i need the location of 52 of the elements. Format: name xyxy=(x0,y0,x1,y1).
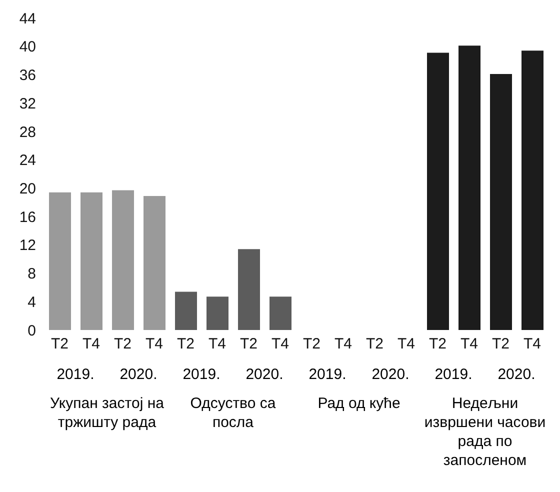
text: 2020. xyxy=(118,366,158,383)
y-tick-label: 4 xyxy=(28,294,36,311)
bar xyxy=(427,52,449,330)
x-tick-label: T2 xyxy=(302,336,321,353)
x-tick-label: T2 xyxy=(240,336,258,353)
x-tick-label: T4 xyxy=(460,336,478,353)
x-tick-label: T4 xyxy=(334,336,352,353)
text: Рад од куће xyxy=(316,394,402,413)
text: 2019. xyxy=(56,366,96,383)
x-tick-label: T4 xyxy=(523,336,542,353)
x-tick-label: T2 xyxy=(50,336,69,353)
y-tick-label: 0 xyxy=(28,322,36,340)
text: 2019. xyxy=(182,366,222,383)
bar xyxy=(175,292,197,330)
bar xyxy=(270,296,292,330)
text: 2019. xyxy=(308,366,348,383)
bar xyxy=(490,74,512,330)
bar xyxy=(80,192,102,330)
y-tick-label: 36 xyxy=(19,67,36,84)
bar xyxy=(522,50,544,330)
x-tick-label: T4 xyxy=(271,336,290,353)
x-tick-label: T2 xyxy=(114,336,132,353)
y-tick-label: 16 xyxy=(19,208,36,226)
y-tick-label: 28 xyxy=(19,124,36,141)
text: 2020. xyxy=(496,366,536,383)
y-tick-label: 12 xyxy=(19,237,36,254)
text: 2020. xyxy=(370,366,410,383)
text: Одсуство са посла xyxy=(189,394,277,432)
bar xyxy=(144,196,166,330)
x-tick-label: T2 xyxy=(366,336,384,353)
x-tick-label: T4 xyxy=(208,336,226,353)
bar xyxy=(458,46,480,330)
bar xyxy=(49,192,71,330)
x-tick-label: T2 xyxy=(176,336,195,353)
bar xyxy=(112,190,134,330)
y-tick-label: 40 xyxy=(19,38,36,56)
text: 2020. xyxy=(244,366,284,383)
y-tick-label: 32 xyxy=(19,95,36,112)
x-tick-label: T4 xyxy=(82,336,100,353)
bar xyxy=(238,249,260,330)
y-tick-label: 20 xyxy=(19,180,36,198)
bar xyxy=(206,296,228,330)
text: Недељни извршени часови рада по запосленом xyxy=(423,394,547,470)
text: 2019. xyxy=(434,366,474,383)
y-tick-label: 8 xyxy=(28,266,36,283)
y-tick-label: 44 xyxy=(19,10,36,28)
x-tick-label: T4 xyxy=(145,336,164,353)
x-tick-label: T2 xyxy=(492,336,510,353)
y-tick-label: 24 xyxy=(19,152,36,170)
x-tick-label: T2 xyxy=(428,336,447,353)
text: Укупан застој на тржишту рада xyxy=(49,394,165,432)
x-tick-label: T4 xyxy=(397,336,416,353)
